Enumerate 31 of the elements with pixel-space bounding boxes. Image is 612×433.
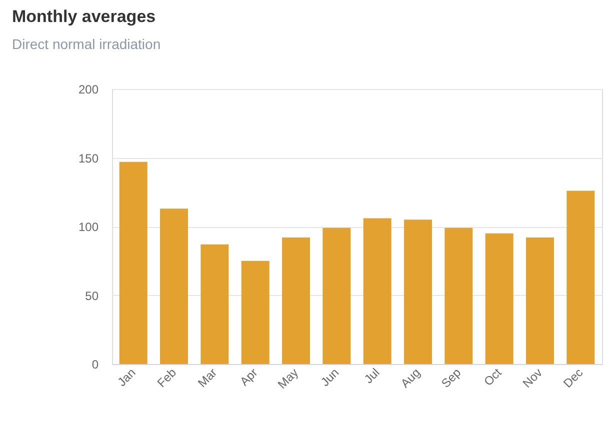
bar: [322, 228, 351, 364]
bar: [404, 220, 432, 364]
y-tick-label: 200: [78, 82, 99, 96]
bar: [526, 238, 554, 364]
bar: [200, 244, 229, 364]
bar: [160, 208, 188, 364]
x-tick-label: Feb: [154, 365, 180, 390]
x-tick-label: Dec: [560, 366, 586, 391]
x-tick-label: Oct: [481, 365, 505, 389]
bar: [485, 233, 514, 364]
x-tick-label: Sep: [438, 365, 464, 391]
bar: [444, 228, 473, 364]
x-tick-label: May: [275, 366, 301, 392]
y-tick-label: 150: [78, 151, 99, 166]
x-tick-label: Nov: [520, 366, 545, 391]
y-tick-label: 50: [85, 288, 99, 303]
chart-subtitle: Direct normal irradiation: [12, 36, 161, 52]
x-tick-label: Jul: [362, 366, 382, 386]
x-tick-label: Jun: [318, 366, 342, 390]
chart-title: Monthly averages: [12, 7, 156, 26]
x-tick-label: Jan: [114, 366, 138, 390]
x-tick-label: Mar: [195, 366, 220, 390]
x-tick-label: Aug: [398, 366, 423, 391]
bar: [566, 190, 595, 364]
x-tick-label: Apr: [237, 366, 260, 389]
y-tick-label: 0: [92, 358, 99, 372]
y-tick-label: 100: [78, 220, 99, 234]
bar: [119, 162, 148, 364]
bar: [241, 260, 270, 364]
bar: [363, 218, 392, 364]
bar: [282, 238, 310, 364]
